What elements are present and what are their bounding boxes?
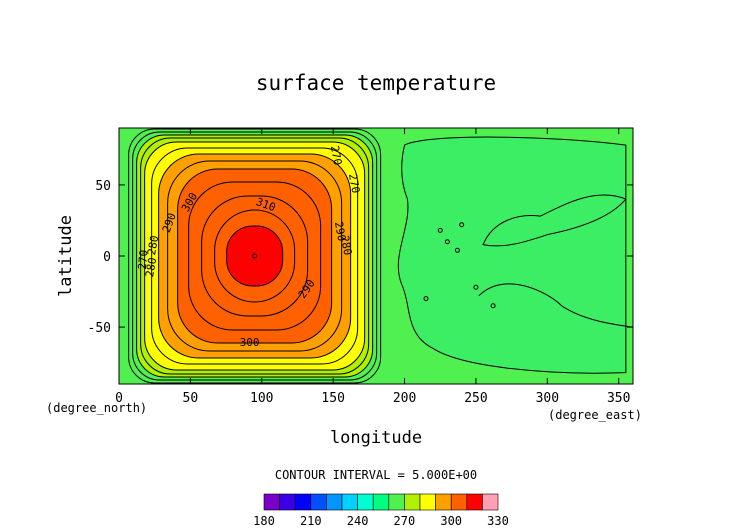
eastern-region <box>397 136 633 374</box>
colorbar: 180 210 240 270 300 330 <box>253 493 509 528</box>
colorbar-tick-label: 210 <box>300 514 322 528</box>
contour-line <box>158 153 352 359</box>
y-tick-label: 0 <box>103 250 111 265</box>
eastern-contour <box>482 194 627 247</box>
contour-label: 300 <box>240 336 260 349</box>
contour-center-mark <box>252 253 258 259</box>
contour-line <box>128 128 382 384</box>
contour-line <box>226 225 284 287</box>
colorbar-tick-label: 270 <box>394 514 416 528</box>
x-tick-label: 150 <box>321 391 344 406</box>
contour-line <box>214 209 296 303</box>
colorbar-tick-label: 300 <box>440 514 462 528</box>
eastern-contour <box>459 222 465 228</box>
chart-title: surface temperature <box>256 71 496 95</box>
colorbar-tick-label: 180 <box>253 514 275 528</box>
x-tick-label: 100 <box>250 391 273 406</box>
x-tick-label: 0 <box>115 391 123 406</box>
eastern-contour <box>444 239 450 245</box>
colorbar-swatch <box>326 493 343 511</box>
contour-label: 270 <box>328 144 344 166</box>
contour-line <box>188 181 322 331</box>
contour-line <box>201 195 309 317</box>
colorbar-tick-label: 240 <box>347 514 369 528</box>
contour-line <box>177 168 333 344</box>
eastern-contour <box>397 136 627 374</box>
x-tick-label: 350 <box>607 391 630 406</box>
eastern-contour <box>478 283 633 328</box>
contour-label: 290 <box>160 211 179 234</box>
contour-line <box>136 134 374 378</box>
colorbar-swatch <box>435 493 452 511</box>
contour-label: 280 <box>145 234 161 256</box>
y-unit-label: (degree_north) <box>46 401 147 415</box>
contour-band-310 <box>226 226 283 286</box>
y-axis-label: latitude <box>56 215 76 297</box>
eastern-contour <box>490 303 496 309</box>
contour-label: 280 <box>338 234 354 256</box>
contour-line <box>132 131 378 381</box>
colorbar-swatch <box>419 493 436 511</box>
x-tick-label: 300 <box>536 391 559 406</box>
contour-label: 280 <box>143 256 159 278</box>
eastern-contour <box>437 227 443 233</box>
colorbar-swatch <box>310 493 327 511</box>
contour-line <box>140 137 370 375</box>
colorbar-tick-label: 330 <box>487 514 509 528</box>
contour-line <box>144 141 366 371</box>
x-tick-label: 50 <box>183 391 199 406</box>
colorbar-swatch <box>357 493 374 511</box>
colorbar-swatch <box>294 493 312 511</box>
contour-line <box>151 147 359 365</box>
colorbar-swatch <box>466 493 483 511</box>
eastern-contour <box>423 296 429 302</box>
colorbar-swatch <box>263 493 280 511</box>
y-tick-label: -50 <box>88 321 111 336</box>
contour-label: 290 <box>332 220 348 242</box>
x-tick-label: 200 <box>393 391 416 406</box>
contour-label: 270 <box>346 172 362 194</box>
eastern-contour <box>454 247 460 253</box>
colorbar-swatch <box>372 493 390 511</box>
contour-line <box>167 160 343 352</box>
contour-label: 270 <box>136 249 151 270</box>
eastern-contour <box>473 284 479 290</box>
contour-label: 310 <box>254 195 277 214</box>
colorbar-swatch <box>341 493 358 511</box>
x-unit-label: (degree_east) <box>548 408 642 422</box>
colorbar-swatch <box>482 493 499 511</box>
x-tick-label: 250 <box>464 391 487 406</box>
colorbar-swatch <box>450 493 468 511</box>
colorbar-swatch <box>388 493 405 511</box>
y-tick-label: 50 <box>95 179 111 194</box>
colorbar-swatch <box>279 493 296 511</box>
colorbar-swatch <box>404 493 421 511</box>
contour-interval-text: CONTOUR INTERVAL = 5.000E+00 <box>275 468 477 482</box>
x-axis-label: longitude <box>330 428 422 448</box>
